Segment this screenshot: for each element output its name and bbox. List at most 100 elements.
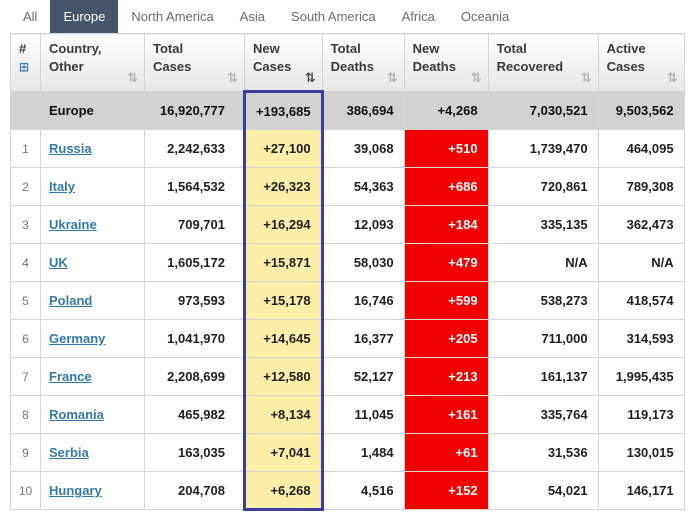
country-link[interactable]: Russia — [49, 141, 92, 156]
cell-total_cases: 973,593 — [144, 281, 245, 320]
cell-rank: 8 — [10, 395, 41, 434]
table-header-row: # ⊞ Country, Other ⇅ Total Cases ⇅ New Cases ⇅ Tota… — [10, 33, 685, 92]
column-label: New Deaths — [412, 41, 456, 74]
cell-total_cases: 465,982 — [144, 395, 245, 434]
sort-icon[interactable]: ⇅ — [127, 70, 138, 85]
country-link[interactable]: UK — [49, 255, 68, 270]
cell-new_deaths: +184 — [403, 205, 489, 244]
sort-icon[interactable]: ⇅ — [666, 70, 678, 85]
country-link[interactable]: Poland — [49, 293, 93, 308]
cell-country: Serbia — [40, 433, 145, 472]
country-link[interactable]: Serbia — [49, 445, 89, 460]
countries-table: # ⊞ Country, Other ⇅ Total Cases ⇅ New Cases ⇅ Tota… — [10, 33, 685, 511]
cell-new_deaths: +161 — [403, 395, 489, 434]
cell-total_recovered: 1,739,470 — [487, 129, 599, 168]
cell-total_recovered: 7,030,521 — [487, 91, 599, 130]
cell-total_deaths: 386,694 — [321, 91, 405, 130]
cell-total_recovered: 720,861 — [487, 167, 599, 206]
cell-new_cases: +12,580 — [243, 357, 324, 396]
column-header-new_deaths[interactable]: New Deaths ⇅ — [403, 33, 489, 92]
cell-country: Hungary — [40, 471, 145, 510]
tab-africa[interactable]: Africa — [401, 9, 435, 24]
cell-country: France — [40, 357, 145, 396]
cell-new_cases: +26,323 — [243, 167, 324, 206]
cell-active_cases: 362,473 — [597, 205, 685, 244]
table-row: 2 Italy 1,564,532 +26,323 54,363 +686 720,861 7… — [10, 167, 685, 206]
cell-country: UK — [40, 243, 145, 282]
cell-new_cases: +6,268 — [243, 471, 324, 511]
table-row: 8 Romania 465,982 +8,134 11,045 +161 335,764 11… — [10, 395, 685, 434]
column-label: Country, Other — [49, 41, 102, 74]
cell-country: Ukraine — [40, 205, 145, 244]
column-header-total_recovered[interactable]: Total Recovered ⇅ — [487, 33, 599, 92]
cell-total_deaths: 16,377 — [321, 319, 405, 358]
sort-icon[interactable]: ⇅ — [227, 70, 238, 85]
cell-rank: 9 — [10, 433, 41, 472]
cell-total_deaths: 54,363 — [321, 167, 405, 206]
cell-new_cases: +14,645 — [243, 319, 324, 358]
cell-new_deaths: +510 — [403, 129, 489, 168]
tab-north-america[interactable]: North America — [131, 9, 214, 24]
cell-total_deaths: 11,045 — [321, 395, 405, 434]
cell-new_deaths: +213 — [403, 357, 489, 396]
tab-south-america[interactable]: South America — [291, 9, 376, 24]
cell-total_deaths: 12,093 — [321, 205, 405, 244]
column-header-country[interactable]: Country, Other ⇅ — [40, 33, 145, 92]
column-label: Total Deaths — [330, 41, 374, 74]
table-row: 7 France 2,208,699 +12,580 52,127 +213 161,137… — [10, 357, 685, 396]
column-header-total_deaths[interactable]: Total Deaths ⇅ — [321, 33, 405, 92]
cell-active_cases: 130,015 — [597, 433, 685, 472]
country-link[interactable]: Italy — [49, 179, 76, 194]
cell-total_cases: 709,701 — [144, 205, 245, 244]
country-link[interactable]: Romania — [49, 407, 104, 422]
cell-rank: 7 — [10, 357, 41, 396]
column-label: Total Cases — [153, 41, 192, 74]
sort-icon[interactable]: ⇅ — [304, 70, 316, 85]
cell-country: Poland — [40, 281, 145, 320]
cell-total_cases: 16,920,777 — [144, 91, 245, 130]
grid-icon[interactable]: ⊞ — [19, 59, 30, 74]
sort-icon[interactable]: ⇅ — [470, 70, 482, 85]
cell-new_deaths: +61 — [403, 433, 489, 472]
cell-active_cases: 789,308 — [597, 167, 685, 206]
tab-asia[interactable]: Asia — [239, 9, 266, 24]
cell-total_cases: 1,041,970 — [144, 319, 245, 358]
cell-total_recovered: 54,021 — [487, 471, 599, 510]
column-header-active_cases[interactable]: Active Cases ⇅ — [597, 33, 685, 92]
cell-active_cases: 9,503,562 — [597, 91, 685, 130]
sort-icon[interactable]: ⇅ — [386, 70, 398, 85]
cell-rank: 10 — [10, 471, 41, 510]
region-tabs: All Europe North America Asia South America A… — [0, 0, 690, 33]
country-link[interactable]: Ukraine — [49, 217, 97, 232]
table-row: 9 Serbia 163,035 +7,041 1,484 +61 31,536 130,01… — [10, 433, 685, 472]
table-row: 6 Germany 1,041,970 +14,645 16,377 +205 711,00… — [10, 319, 685, 358]
cell-new_cases: +15,871 — [243, 243, 324, 282]
sort-icon[interactable]: ⇅ — [580, 70, 592, 85]
table-header: # ⊞ Country, Other ⇅ Total Cases ⇅ New Cases ⇅ Tota… — [10, 33, 685, 92]
cell-total_cases: 1,564,532 — [144, 167, 245, 206]
table-row: 1 Russia 2,242,633 +27,100 39,068 +510 1,739,4… — [10, 129, 685, 168]
country-link[interactable]: Hungary — [49, 483, 102, 498]
cell-total_recovered: 711,000 — [487, 319, 599, 358]
cell-total_cases: 1,605,172 — [144, 243, 245, 282]
cell-new_cases: +27,100 — [243, 129, 324, 168]
cell-active_cases: N/A — [597, 243, 685, 282]
cell-total_cases: 204,708 — [144, 471, 245, 510]
country-link[interactable]: Germany — [49, 331, 106, 346]
cell-total_recovered: 335,764 — [487, 395, 599, 434]
tab-oceania[interactable]: Oceania — [460, 9, 510, 24]
cell-total_cases: 2,208,699 — [144, 357, 245, 396]
cell-total_deaths: 1,484 — [321, 433, 405, 472]
country-link[interactable]: France — [49, 369, 92, 384]
cell-new_cases: +16,294 — [243, 205, 324, 244]
cell-rank: 1 — [10, 129, 41, 168]
cell-total_deaths: 16,746 — [321, 281, 405, 320]
tab-europe[interactable]: Europe — [50, 0, 119, 33]
column-header-new_cases[interactable]: New Cases ⇅ — [244, 33, 323, 92]
tab-all[interactable]: All — [23, 9, 38, 24]
column-header-total_cases[interactable]: Total Cases ⇅ — [144, 33, 245, 92]
cell-total_deaths: 39,068 — [321, 129, 405, 168]
cell-new_deaths: +205 — [403, 319, 489, 358]
cell-total_deaths: 4,516 — [321, 471, 405, 510]
